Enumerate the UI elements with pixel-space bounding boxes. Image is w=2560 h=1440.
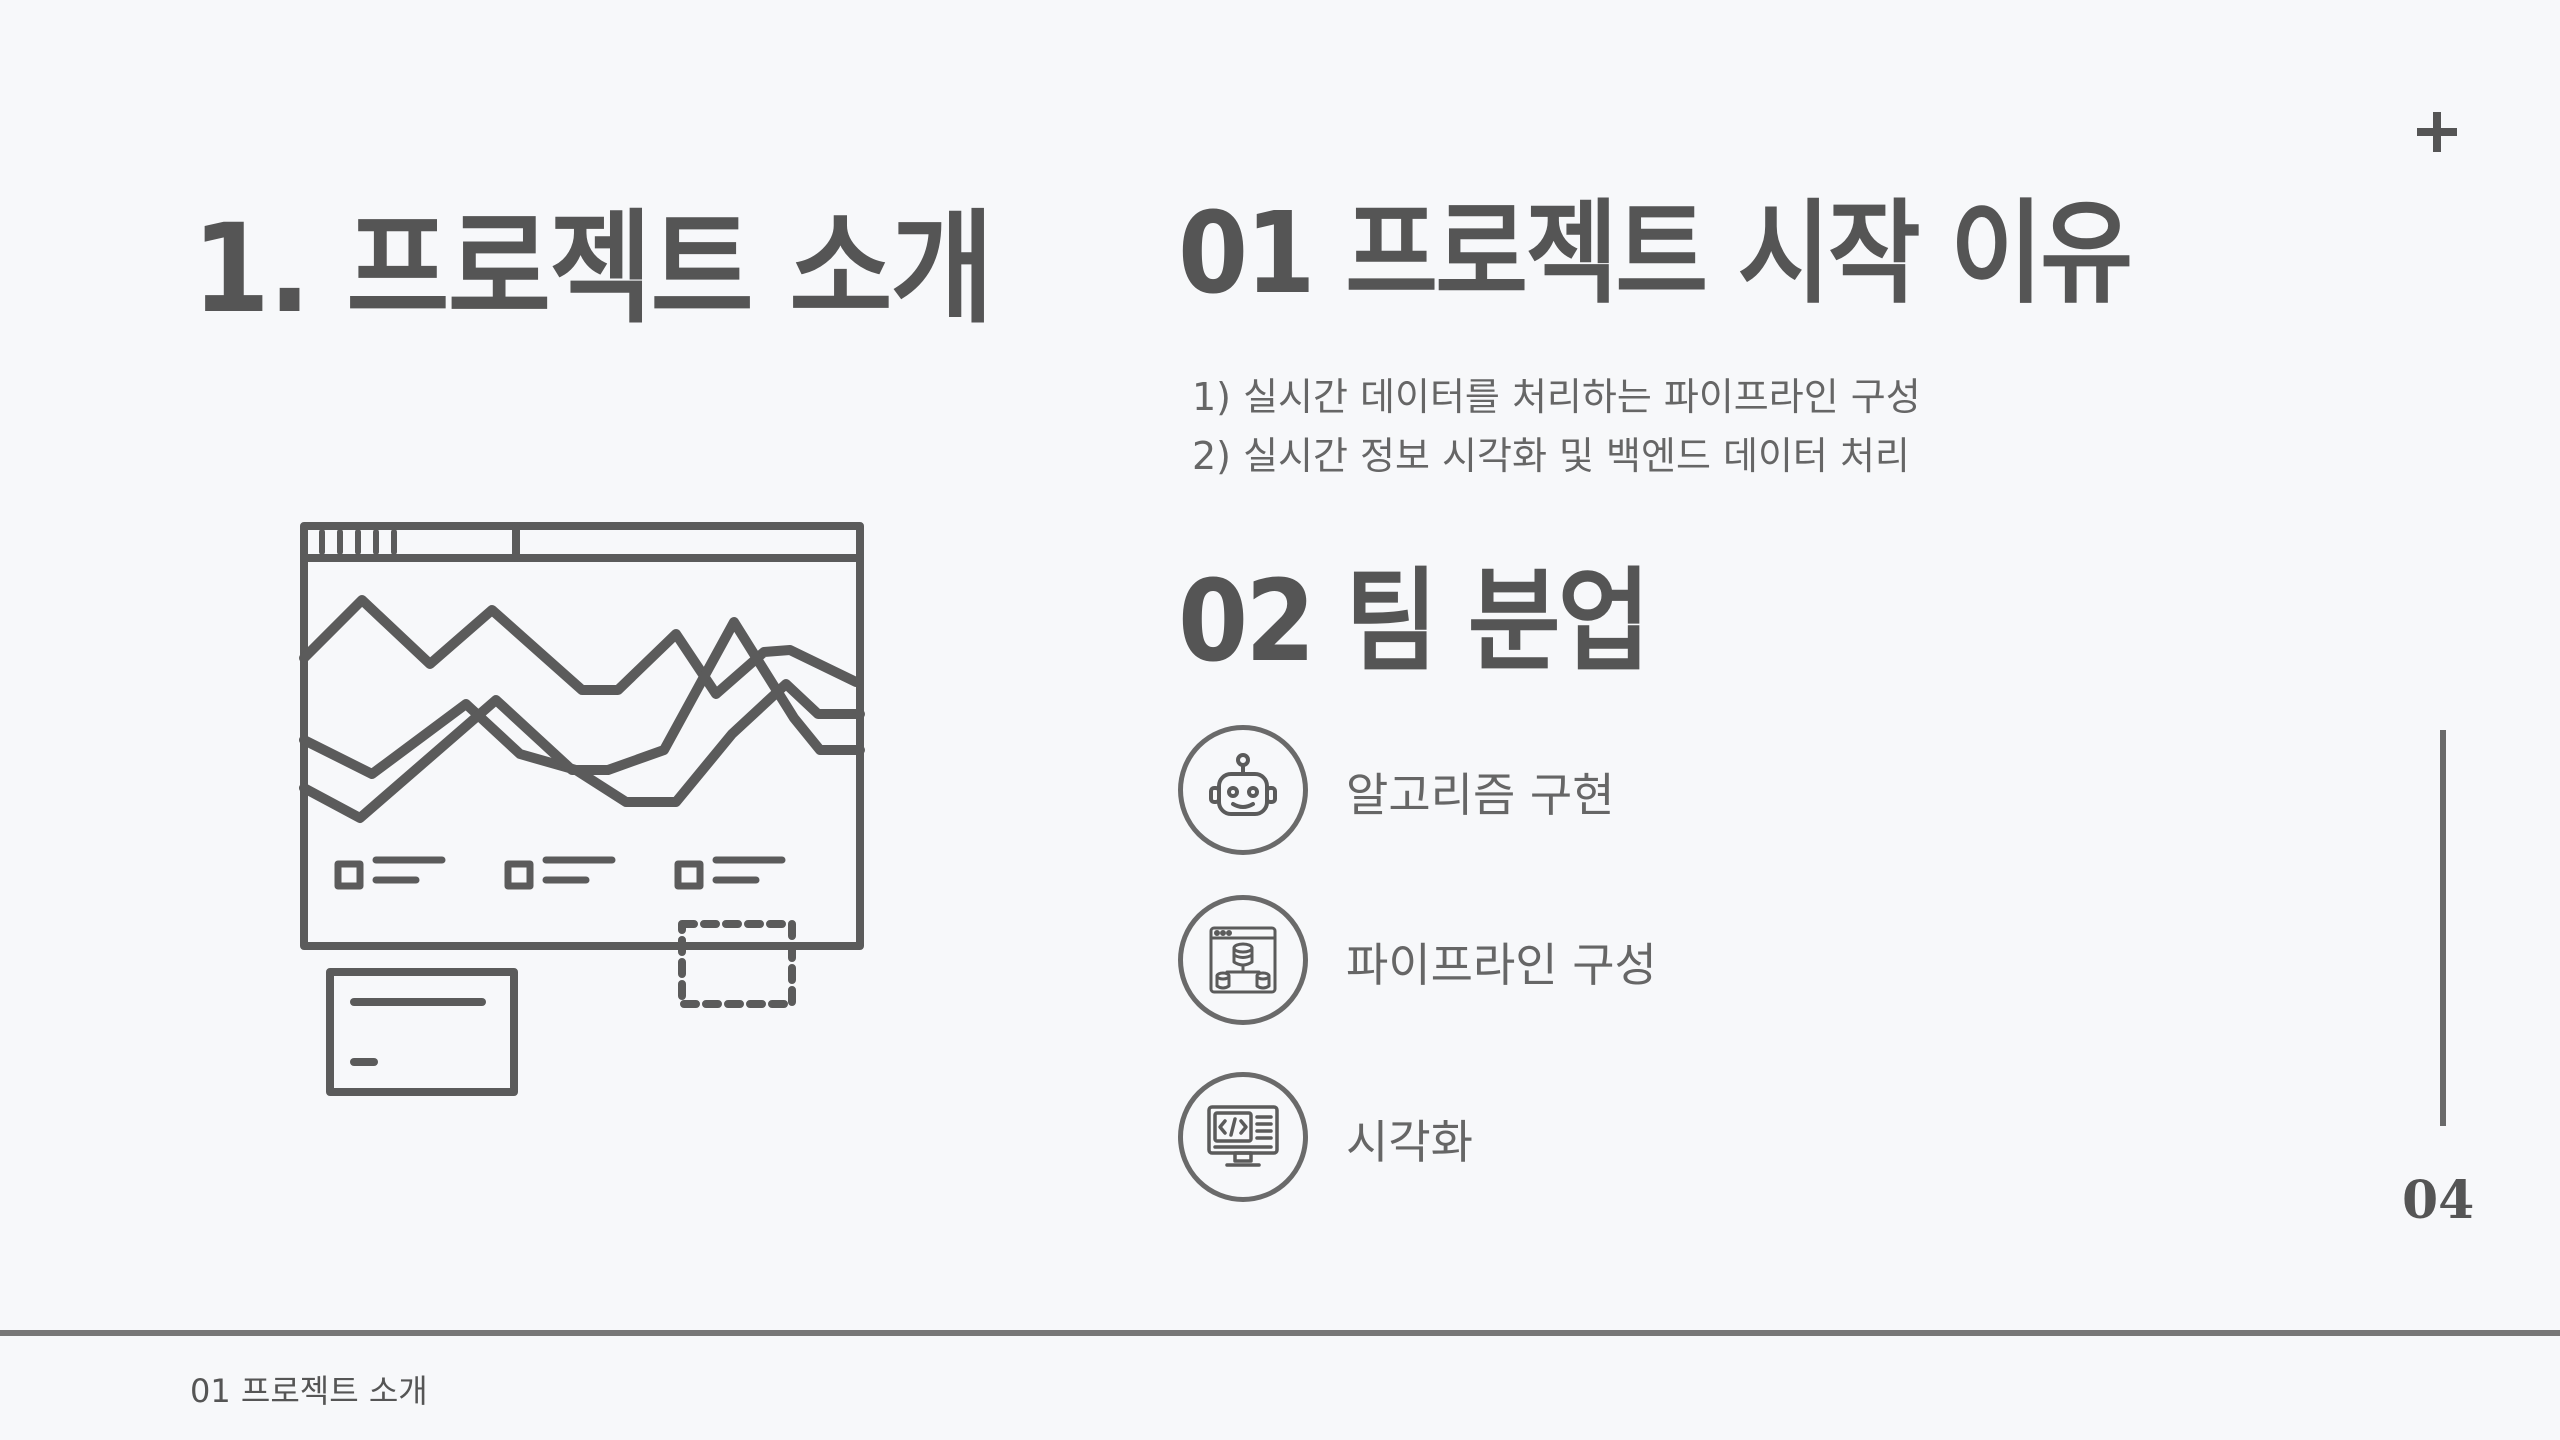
icon-circle [1178,895,1308,1025]
footer-label: 01 프로젝트 소개 [190,1372,428,1410]
team-item-visualization: 시각화 [1178,1072,2078,1212]
section-heading-team: 02 팀 분업 [1178,557,1650,687]
icon-circle [1178,1072,1308,1202]
team-item-algorithm: 알고리즘 구현 [1178,725,2078,865]
team-item-label: 알고리즘 구현 [1346,768,1615,822]
vertical-divider [2440,730,2446,1126]
section-heading-reason: 01 프로젝트 시작 이유 [1178,189,2133,319]
list-item: 1) 실시간 데이터를 처리하는 파이프라인 구성 [1192,375,1921,419]
list-item: 2) 실시간 정보 시각화 및 백엔드 데이터 처리 [1192,434,1910,478]
team-item-label: 시각화 [1346,1115,1473,1169]
page-number: 04 [2402,1170,2475,1231]
code-monitor-icon [1207,1105,1279,1167]
robot-icon [1209,753,1277,816]
slide-title: 1. 프로젝트 소개 [192,198,994,340]
team-item-pipeline: 파이프라인 구성 [1178,895,2078,1035]
database-pipeline-icon [1209,926,1277,994]
plus-icon [2417,112,2457,152]
team-item-label: 파이프라인 구성 [1346,938,1657,992]
dashboard-chart-illustration [299,522,865,1096]
reason-list: 1) 실시간 데이터를 처리하는 파이프라인 구성 2) 실시간 정보 시각화 … [1192,368,1921,486]
icon-circle [1178,725,1308,855]
footer-divider [0,1330,2560,1336]
